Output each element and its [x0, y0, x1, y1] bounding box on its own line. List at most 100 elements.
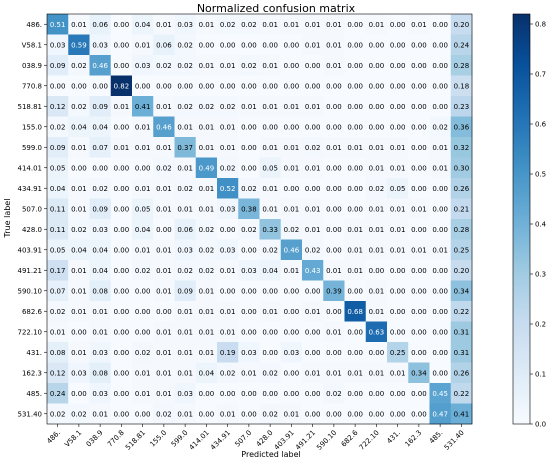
- x-tick-label: 403.91: [273, 429, 296, 452]
- heatmap-cell: [344, 342, 367, 363]
- cell-value-label: 0.01: [411, 205, 427, 213]
- heatmap-cell: [280, 219, 303, 240]
- cell-value-label: 0.00: [284, 82, 300, 90]
- heatmap-cell: [323, 239, 345, 261]
- heatmap-cell: [68, 178, 90, 199]
- heatmap-cell: [323, 55, 345, 76]
- heatmap-cell: [365, 239, 388, 261]
- heatmap-cell: [89, 219, 112, 240]
- cell-value-label: 0.02: [177, 267, 193, 275]
- cell-value-label: 0.00: [305, 62, 321, 70]
- cell-value-label: 0.00: [390, 390, 406, 398]
- cell-value-label: 0.02: [220, 103, 236, 111]
- cell-value-label: 0.00: [220, 41, 236, 49]
- heatmap-cell: [47, 219, 69, 240]
- cell-value-label: 0.01: [284, 144, 300, 152]
- heatmap-cell: [387, 178, 409, 199]
- cell-value-label: 0.04: [135, 21, 151, 29]
- heatmap-cell: [89, 96, 112, 117]
- cell-value-label: 0.01: [305, 308, 321, 316]
- heatmap-cell: [450, 280, 473, 302]
- heatmap-cell: [132, 14, 154, 35]
- heatmap-cell: [68, 321, 90, 343]
- cell-value-label: 0.09: [177, 287, 193, 295]
- heatmap-cell: [387, 116, 409, 138]
- cell-value-label: 0.00: [390, 82, 406, 90]
- cell-value-label: 0.03: [177, 246, 193, 254]
- heatmap-cell: [387, 96, 409, 117]
- heatmap-cell: [217, 75, 239, 97]
- heatmap-cell: [365, 219, 388, 240]
- heatmap-cell: [280, 362, 303, 384]
- cell-value-label: 0.01: [369, 21, 385, 29]
- cell-value-label: 0.37: [177, 144, 193, 152]
- heatmap-cell: [259, 75, 282, 97]
- cell-value-label: 0.00: [135, 328, 151, 336]
- cell-value-label: 0.24: [454, 41, 470, 49]
- cell-value-label: 0.01: [390, 246, 406, 254]
- y-tick-label: 486.: [26, 21, 42, 29]
- heatmap-cell: [450, 14, 473, 35]
- heatmap-cell: [450, 260, 473, 281]
- cell-value-label: 0.01: [177, 164, 193, 172]
- cell-value-label: 0.01: [220, 328, 236, 336]
- heatmap-cell: [195, 383, 218, 404]
- heatmap-cell: [323, 301, 345, 322]
- cell-value-label: 0.00: [114, 41, 130, 49]
- heatmap-cell: [195, 157, 218, 179]
- cell-value-label: 0.01: [284, 103, 300, 111]
- heatmap-cell: [302, 362, 324, 384]
- heatmap-cell: [429, 157, 452, 179]
- heatmap-cell: [68, 137, 90, 158]
- cell-value-label: 0.22: [454, 390, 470, 398]
- heatmap-cell: [174, 342, 197, 363]
- cell-value-label: 0.11: [50, 226, 66, 234]
- cell-value-label: 0.02: [241, 62, 257, 70]
- heatmap-cell: [280, 178, 303, 199]
- heatmap-cell: [280, 280, 303, 302]
- cell-value-label: 0.02: [135, 267, 151, 275]
- heatmap-cell: [68, 403, 90, 425]
- cell-value-label: 0.01: [305, 21, 321, 29]
- cell-value-label: 0.02: [220, 164, 236, 172]
- heatmap-cell: [450, 34, 473, 56]
- cell-value-label: 0.02: [50, 123, 66, 131]
- colorbar-tick-label: 0.0: [535, 421, 546, 429]
- heatmap-cell: [132, 34, 154, 56]
- cell-value-label: 0.02: [50, 308, 66, 316]
- x-tick-label: 162.3: [403, 429, 423, 449]
- cell-value-label: 0.28: [454, 62, 470, 70]
- heatmap-cell: [259, 403, 282, 425]
- cell-value-label: 0.01: [177, 308, 193, 316]
- x-axis-label: Predicted label: [241, 450, 300, 459]
- heatmap-cell: [280, 239, 303, 261]
- heatmap-cell: [302, 96, 324, 117]
- heatmap-cell: [450, 116, 473, 138]
- heatmap-cell: [302, 403, 324, 425]
- cell-value-label: 0.17: [50, 267, 66, 275]
- cell-value-label: 0.00: [411, 267, 427, 275]
- heatmap-cell: [323, 137, 345, 158]
- cell-value-label: 0.02: [326, 390, 342, 398]
- heatmap-cell: [365, 96, 388, 117]
- heatmap-cell: [365, 157, 388, 179]
- cell-value-label: 0.09: [50, 62, 66, 70]
- heatmap-cell: [89, 157, 112, 179]
- heatmap-cell: [195, 403, 218, 425]
- cell-value-label: 0.00: [177, 82, 193, 90]
- heatmap-cell: [68, 383, 90, 404]
- heatmap-cell: [387, 260, 409, 281]
- cell-value-label: 0.03: [50, 41, 66, 49]
- cell-value-label: 0.20: [454, 267, 470, 275]
- heatmap-cell: [429, 178, 452, 199]
- cell-value-label: 0.01: [390, 144, 406, 152]
- cell-value-label: 0.00: [432, 287, 448, 295]
- heatmap-cell: [302, 219, 324, 240]
- heatmap-cell: [450, 403, 473, 425]
- cell-value-label: 0.26: [454, 369, 470, 377]
- cell-value-label: 0.00: [347, 123, 363, 131]
- cell-value-label: 0.04: [92, 123, 108, 131]
- cell-value-label: 0.00: [347, 390, 363, 398]
- cell-value-label: 0.00: [390, 410, 406, 418]
- heatmap-cell: [238, 260, 260, 281]
